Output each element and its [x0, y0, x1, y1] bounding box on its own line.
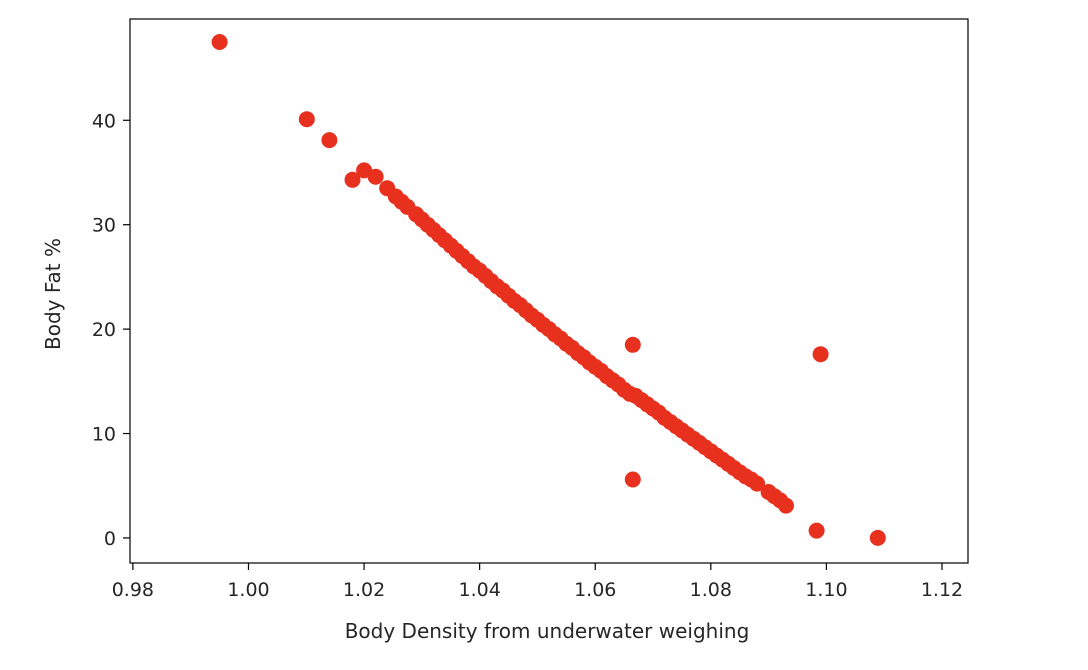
data-point	[321, 132, 338, 149]
y-tick-label: 10	[92, 424, 116, 446]
data-point	[749, 475, 766, 492]
y-tick-label: 40	[92, 110, 116, 132]
y-tick-label: 30	[92, 215, 116, 237]
y-tick-label: 20	[92, 319, 116, 341]
data-point	[778, 497, 794, 514]
x-tick-label: 1.06	[574, 579, 616, 601]
data-point	[624, 336, 641, 353]
x-tick-label: 1.04	[458, 579, 500, 601]
x-tick-label: 1.10	[805, 579, 847, 601]
x-tick-label: 1.12	[921, 579, 963, 601]
plot-frame	[129, 18, 969, 564]
x-tick-label: 1.00	[227, 579, 269, 601]
x-axis: 0.98 1.00 1.02 1.04 1.06 1.08 1.10 1.12	[112, 563, 963, 601]
data-point	[211, 34, 228, 50]
y-tick-label: 0	[104, 528, 116, 550]
y-axis-label: Body Fat %	[41, 238, 65, 350]
data-point	[298, 111, 315, 128]
points-layer	[211, 34, 886, 546]
x-tick-label: 1.08	[690, 579, 732, 601]
data-point	[808, 522, 825, 539]
x-tick-label: 1.02	[343, 579, 385, 601]
data-point	[367, 168, 384, 185]
data-point	[812, 346, 829, 363]
data-point	[344, 171, 361, 188]
x-axis-label: Body Density from underwater weighing	[345, 619, 750, 643]
data-point	[869, 529, 886, 546]
x-tick-label: 0.98	[112, 579, 154, 601]
data-point	[624, 471, 641, 488]
y-axis: 0 10 20 30 40	[92, 110, 130, 550]
